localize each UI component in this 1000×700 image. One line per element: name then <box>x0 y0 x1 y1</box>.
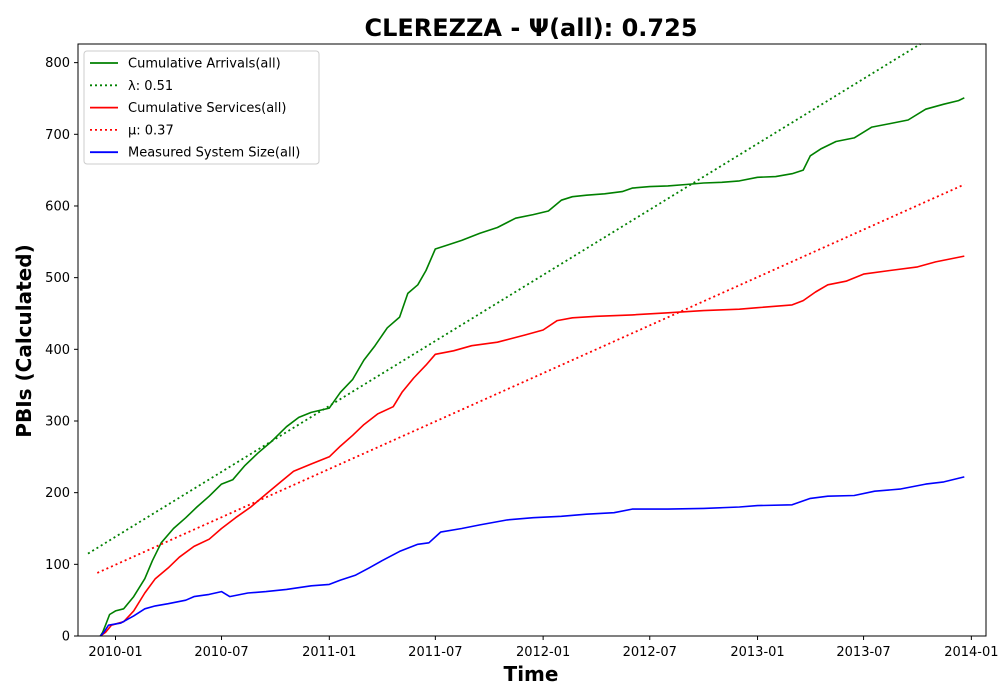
x-tick-label-4: 2012-01 <box>516 645 570 660</box>
ticks-layer: 0 100 200 300 400 500 600 700 800 2010-01 2010-07 2… <box>45 56 998 660</box>
x-tick-label-6: 2013-01 <box>730 645 784 660</box>
x-tick-label-3: 2011-07 <box>408 645 462 660</box>
series-line-3 <box>96 183 965 574</box>
x-tick-label-8: 2014-01 <box>944 645 998 660</box>
legend: Cumulative Arrivals(all) λ: 0.51 Cumulativ… <box>83 50 320 165</box>
series-line-0 <box>99 97 965 637</box>
x-tick-label-2: 2011-01 <box>302 645 356 660</box>
y-tick-label-8: 800 <box>45 56 70 71</box>
x-tick-label-5: 2012-07 <box>623 645 677 660</box>
x-tick-label-0: 2010-01 <box>88 645 142 660</box>
legend-label-0: Cumulative Arrivals(all) <box>128 57 281 72</box>
y-tick-label-1: 100 <box>45 558 70 573</box>
legend-box <box>83 50 320 165</box>
plot-frame <box>77 43 987 637</box>
y-tick-label-0: 0 <box>62 630 70 645</box>
legend-label-4: Measured System Size(all) <box>128 146 300 161</box>
y-tick-label-7: 700 <box>45 128 70 143</box>
y-tick-label-2: 200 <box>45 486 70 501</box>
y-tick-label-6: 600 <box>45 199 70 214</box>
y-tick-label-5: 500 <box>45 271 70 286</box>
legend-label-1: λ: 0.51 <box>128 79 173 94</box>
series-line-2 <box>99 255 965 637</box>
x-tick-label-7: 2013-07 <box>836 645 890 660</box>
y-tick-label-3: 300 <box>45 414 70 429</box>
series-line-4 <box>99 476 965 637</box>
chart-title: CLEREZZA - Ψ(all): 0.725 <box>364 14 697 42</box>
legend-label-2: Cumulative Services(all) <box>128 101 286 116</box>
y-axis-title: PBIs (Calculated) <box>12 244 36 437</box>
legend-label-3: μ: 0.37 <box>128 123 174 138</box>
series-layer <box>87 43 965 637</box>
y-tick-label-4: 400 <box>45 343 70 358</box>
x-tick-label-1: 2010-07 <box>194 645 248 660</box>
x-axis-title: Time <box>504 662 559 686</box>
